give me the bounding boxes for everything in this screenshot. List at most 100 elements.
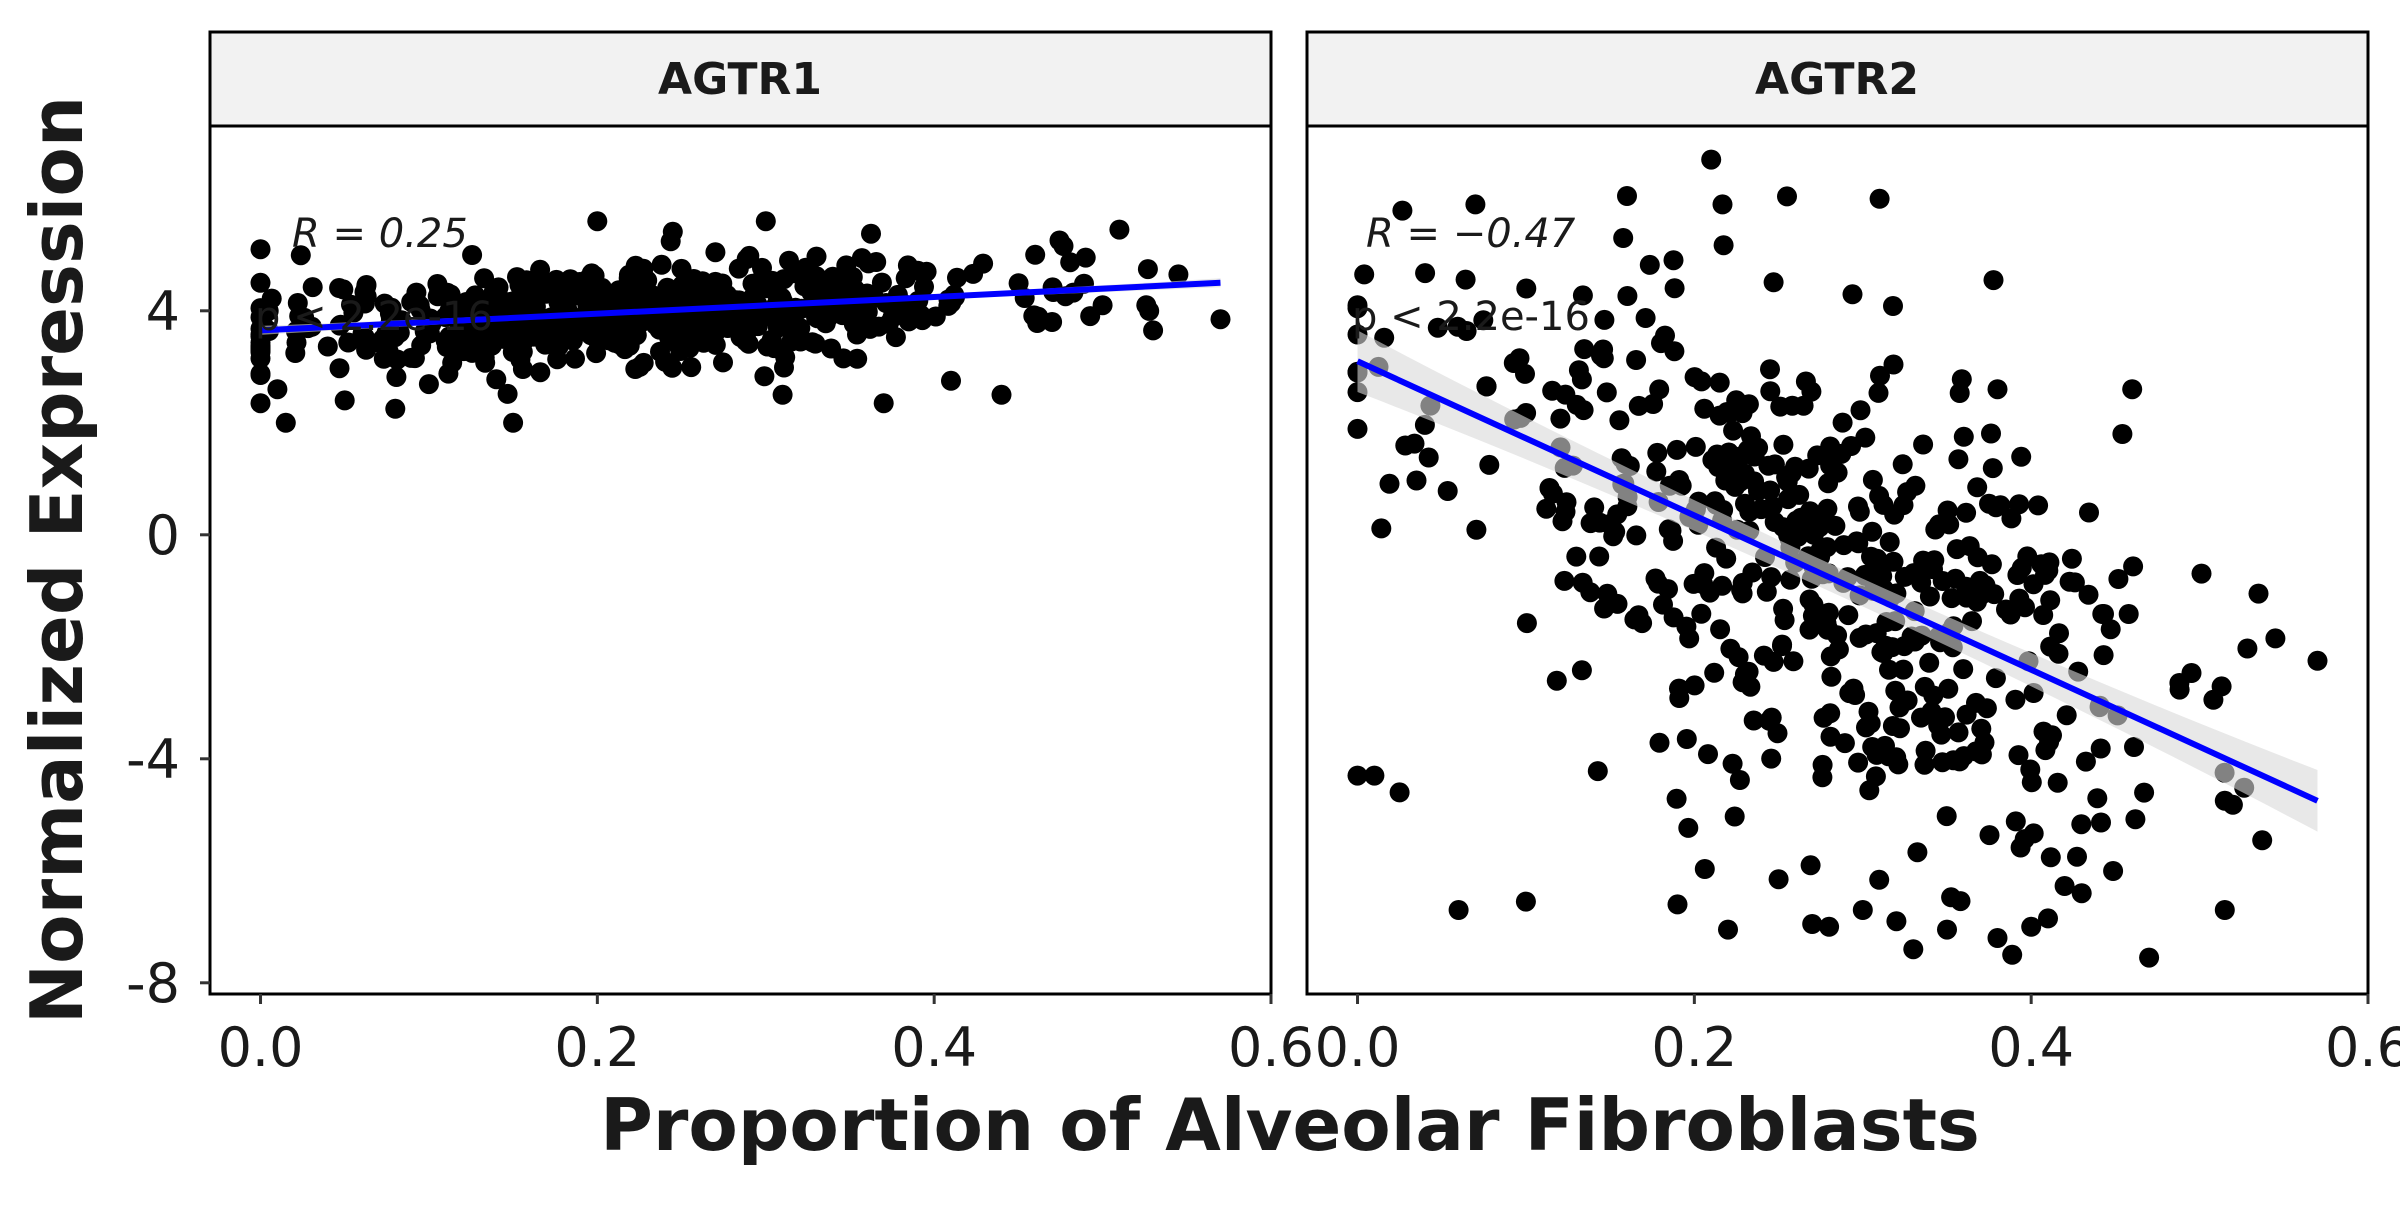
data-point	[1437, 481, 1458, 501]
data-point	[1760, 359, 1780, 380]
data-point	[1392, 200, 1413, 221]
data-point	[1803, 524, 1824, 545]
data-point	[779, 250, 799, 271]
data-point	[1799, 589, 1820, 610]
data-point	[250, 239, 271, 260]
data-point	[705, 242, 726, 263]
data-point	[1694, 859, 1715, 879]
data-point	[1536, 498, 1557, 519]
data-point	[1728, 647, 1749, 668]
data-point	[1556, 492, 1577, 513]
data-point	[1678, 817, 1699, 838]
data-point	[728, 258, 749, 279]
data-point	[1676, 729, 1697, 749]
data-point	[1753, 645, 1774, 666]
data-point	[1539, 478, 1560, 498]
data-point	[1713, 235, 1734, 256]
data-point	[2118, 604, 2139, 624]
data-point	[1605, 521, 1626, 542]
data-point	[2033, 605, 2054, 625]
data-point	[2061, 548, 2082, 569]
data-point	[1893, 495, 1914, 516]
data-point	[1820, 436, 1841, 457]
data-point	[465, 285, 486, 306]
data-point	[1761, 748, 1782, 769]
data-point	[1903, 939, 1924, 960]
regression-line	[1356, 358, 2319, 804]
data-point	[1550, 408, 1571, 429]
data-point	[2002, 944, 2023, 965]
data-point	[2214, 900, 2235, 920]
data-point	[1883, 296, 1903, 316]
data-point	[2014, 829, 2035, 850]
data-point	[2031, 554, 2052, 575]
data-point	[1666, 788, 1687, 809]
data-point	[754, 366, 775, 387]
data-point	[1781, 463, 1802, 484]
data-point	[1716, 548, 1737, 569]
data-point	[1800, 501, 1820, 522]
data-point	[1092, 295, 1113, 316]
data-point	[783, 308, 804, 329]
y-axis-title: Normalized Expression	[15, 96, 99, 1024]
data-point	[2005, 811, 2026, 832]
data-point	[1455, 269, 1476, 290]
data-point	[1862, 469, 1883, 490]
data-point	[1718, 919, 1738, 940]
data-point	[1768, 869, 1789, 890]
data-point	[1919, 652, 1940, 673]
data-point	[2040, 847, 2061, 868]
data-point	[1624, 609, 1645, 630]
data-point	[1820, 703, 1841, 724]
data-point	[1515, 891, 1536, 912]
data-point	[1850, 400, 1871, 421]
data-point	[2307, 650, 2328, 671]
y-tick-label: 4	[146, 280, 180, 343]
data-point	[1701, 149, 1722, 170]
stat-r-agtr2: R = −0.47	[1366, 211, 1576, 257]
data-point	[1143, 320, 1164, 341]
data-point	[1932, 571, 1953, 591]
data-point	[1448, 900, 1469, 920]
data-point	[1866, 623, 1887, 644]
data-point	[1883, 354, 1904, 375]
x-tick-label: 0.6	[1228, 1016, 1314, 1079]
data-point	[1971, 718, 1992, 739]
data-point	[341, 294, 361, 315]
data-point	[1589, 512, 1610, 533]
data-point	[1347, 295, 1368, 316]
data-point	[1883, 551, 1904, 572]
data-point	[637, 270, 658, 291]
data-point	[1676, 616, 1697, 637]
data-point	[2075, 751, 2096, 772]
data-point	[379, 303, 400, 324]
data-point	[1347, 765, 1368, 786]
data-point	[530, 362, 551, 383]
data-point	[941, 370, 961, 391]
data-point	[1664, 278, 1685, 299]
strip-label-agtr2: AGTR2	[1755, 54, 1919, 105]
data-point	[614, 339, 635, 360]
data-point	[1572, 572, 1593, 593]
data-point	[1911, 707, 1931, 728]
data-point	[1712, 194, 1733, 215]
data-point	[744, 274, 765, 295]
data-point	[795, 257, 816, 278]
data-point	[2124, 737, 2144, 757]
x-tick-label: 0.0	[1315, 1016, 1401, 1079]
data-point	[418, 374, 439, 395]
data-point	[1815, 609, 1836, 630]
data-point	[761, 329, 782, 350]
data-point	[1871, 642, 1892, 663]
data-point	[1714, 446, 1735, 466]
data-point	[2023, 574, 2044, 595]
data-point	[486, 369, 507, 390]
data-point	[2093, 645, 2114, 666]
data-point	[1704, 662, 1725, 683]
strip-agtr2	[1305, 30, 2370, 128]
data-point	[1949, 383, 1970, 403]
data-point	[1684, 675, 1705, 696]
data-point	[663, 331, 684, 352]
regression-line	[260, 279, 1221, 334]
data-point	[1571, 660, 1592, 681]
